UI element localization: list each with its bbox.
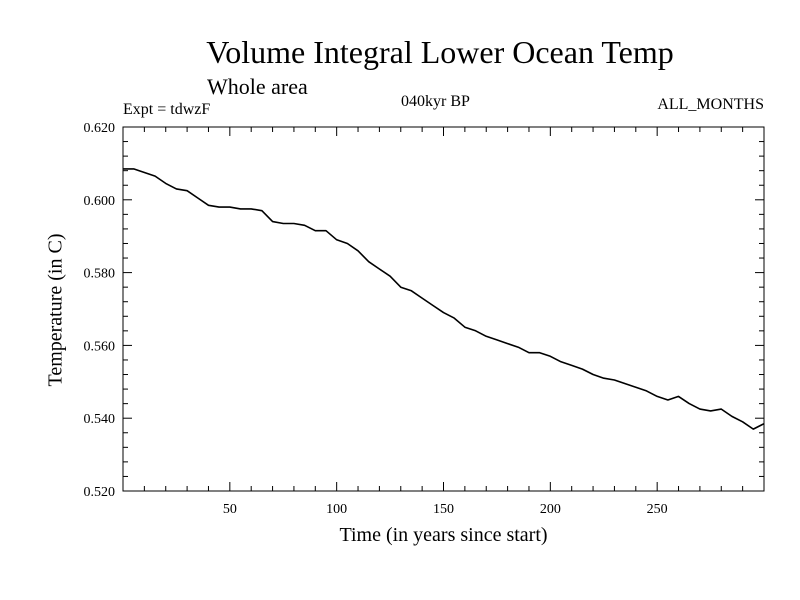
- plot-frame: [122, 126, 765, 492]
- series-line-0: [123, 168, 765, 430]
- axis-ticks: [123, 127, 764, 491]
- x-tick-label: 250: [647, 502, 668, 517]
- period-label: 040kyr BP: [401, 93, 470, 110]
- x-tick-label: 100: [326, 502, 347, 517]
- y-tick-label: 0.580: [84, 267, 116, 282]
- y-tick-label: 0.520: [84, 485, 116, 500]
- x-tick-label: 50: [223, 502, 237, 517]
- y-tick-label: 0.560: [84, 339, 116, 354]
- x-tick-label: 200: [540, 502, 561, 517]
- y-tick-label: 0.600: [84, 194, 116, 209]
- x-axis-label: Time (in years since start): [339, 524, 548, 546]
- chart-title: Volume Integral Lower Ocean Temp: [206, 34, 674, 70]
- experiment-label: Expt = tdwzF: [123, 101, 211, 118]
- x-tick-label: 150: [433, 502, 454, 517]
- y-tick-label: 0.540: [84, 412, 116, 427]
- y-tick-label: 0.620: [84, 121, 116, 136]
- chart-subtitle: Whole area: [207, 74, 308, 99]
- months-label: ALL_MONTHS: [657, 96, 764, 113]
- axis-tick-labels: 50 100 150 200 250 0.520 0.540 0.560 0.580 0.600 0…: [84, 121, 668, 517]
- series-group: [123, 168, 765, 430]
